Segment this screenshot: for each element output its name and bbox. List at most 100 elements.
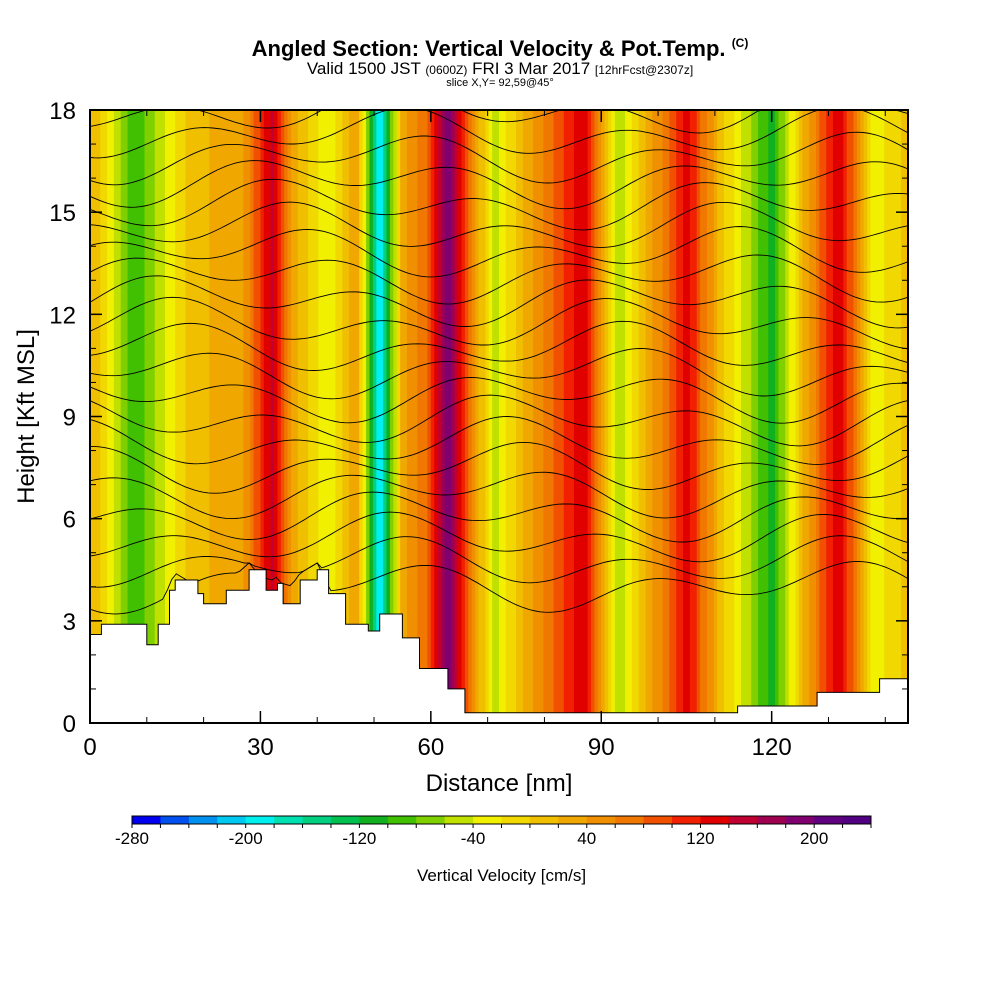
velocity-strip (570, 110, 575, 723)
velocity-strip (379, 110, 384, 723)
velocity-strip (563, 110, 568, 723)
velocity-strip (141, 110, 146, 723)
valid-time: Valid 1500 JST (306, 59, 421, 78)
velocity-strip (890, 110, 895, 723)
velocity-strip (652, 110, 657, 723)
velocity-strip (158, 110, 163, 723)
velocity-strip (761, 110, 766, 723)
velocity-strip (758, 110, 763, 723)
velocity-strip (628, 110, 633, 723)
velocity-strip (764, 110, 769, 723)
velocity-strip (117, 110, 122, 723)
isentrope-line (89, 535, 909, 588)
velocity-strip (556, 110, 561, 723)
velocity-strip (107, 110, 112, 723)
velocity-strip (485, 110, 490, 723)
velocity-strip (304, 110, 309, 723)
y-tick-label: 12 (49, 302, 76, 329)
velocity-strip (144, 110, 149, 723)
velocity-strip (860, 110, 865, 723)
velocity-strip (802, 110, 807, 723)
velocity-strip (792, 110, 797, 723)
velocity-strip (870, 110, 875, 723)
y-tick-label: 18 (49, 98, 76, 125)
velocity-strip (260, 110, 265, 723)
velocity-strip (321, 110, 326, 723)
velocity-strip (655, 110, 660, 723)
velocity-strip (318, 110, 323, 723)
colorbar-tick-label: -40 (461, 829, 486, 848)
velocity-strip (325, 110, 330, 723)
x-tick-label: 90 (588, 734, 615, 761)
velocity-strip (880, 110, 885, 723)
colorbar-tick-label: 120 (686, 829, 714, 848)
velocity-strip (328, 110, 333, 723)
velocity-strip (734, 110, 739, 723)
velocity-strip (740, 110, 745, 723)
velocity-strip (270, 110, 275, 723)
velocity-strip (720, 110, 725, 723)
velocity-strip (829, 110, 834, 723)
velocity-strip (178, 110, 183, 723)
velocity-strip (815, 110, 820, 723)
velocity-strip (403, 110, 408, 723)
velocity-strip (567, 110, 572, 723)
isentrope-line (89, 377, 909, 424)
velocity-strip (573, 110, 578, 723)
velocity-strip (604, 110, 609, 723)
velocity-strip (754, 110, 759, 723)
colorbar-swatch (188, 816, 218, 824)
y-axis-label: Height [Kft MSL] (13, 329, 40, 504)
velocity-strip (192, 110, 197, 723)
velocity-strip (444, 110, 449, 723)
velocity-strip (591, 110, 596, 723)
velocity-strip (338, 110, 343, 723)
colorbar-swatch (728, 816, 758, 824)
y-tick-label: 9 (63, 405, 76, 432)
velocity-strip (100, 110, 105, 723)
velocity-strip (396, 110, 401, 723)
velocity-strip (822, 110, 827, 723)
velocity-strip (768, 110, 773, 723)
velocity-strip (297, 110, 302, 723)
velocity-strip (147, 110, 152, 723)
velocity-strip (389, 110, 394, 723)
colorbar-swatch (586, 816, 616, 824)
velocity-strip (723, 110, 728, 723)
velocity-strip (788, 110, 793, 723)
velocity-strip (199, 110, 204, 723)
velocity-strip (812, 110, 817, 723)
isentrope-line (89, 131, 909, 186)
velocity-strip (771, 110, 776, 723)
x-tick-label: 120 (752, 734, 792, 761)
velocity-strip (526, 110, 531, 723)
velocity-strip (427, 110, 432, 723)
velocity-strip (676, 110, 681, 723)
x-tick-label: 30 (247, 734, 274, 761)
y-tick-label: 15 (49, 200, 76, 227)
velocity-strip (451, 110, 456, 723)
isentrope-line (89, 109, 909, 159)
velocity-strip (468, 110, 473, 723)
velocity-strip (775, 110, 780, 723)
velocity-strip (781, 110, 786, 723)
velocity-strip (635, 110, 640, 723)
velocity-strip (458, 110, 463, 723)
velocity-strip (481, 110, 486, 723)
velocity-strip (182, 110, 187, 723)
colorbar-swatch (558, 816, 588, 824)
velocity-strip (284, 110, 289, 723)
velocity-strip (843, 110, 848, 723)
isentrope-line (89, 296, 909, 350)
velocity-strip (679, 110, 684, 723)
velocity-strip (478, 110, 483, 723)
velocity-strip (205, 110, 210, 723)
velocity-strip (349, 110, 354, 723)
colorbar-label: Vertical Velocity [cm/s] (417, 866, 586, 885)
velocity-strip (372, 110, 377, 723)
velocity-strip (335, 110, 340, 723)
velocity-strip (747, 110, 752, 723)
velocity-strip (522, 110, 527, 723)
colorbar: -280 -200 -120 -40 40 120 200 Vertical Velocity… (115, 815, 872, 885)
velocity-strip (642, 110, 647, 723)
